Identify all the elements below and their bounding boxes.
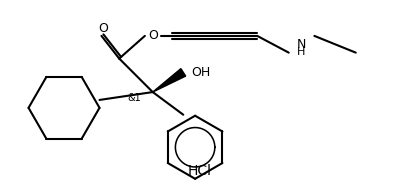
Text: H: H (297, 47, 306, 57)
Text: O: O (148, 29, 158, 42)
Text: OH: OH (192, 66, 211, 79)
Text: N: N (297, 38, 306, 51)
Text: O: O (98, 23, 109, 36)
Text: HCl: HCl (188, 164, 212, 178)
Polygon shape (153, 69, 185, 92)
Text: &1: &1 (127, 93, 141, 103)
